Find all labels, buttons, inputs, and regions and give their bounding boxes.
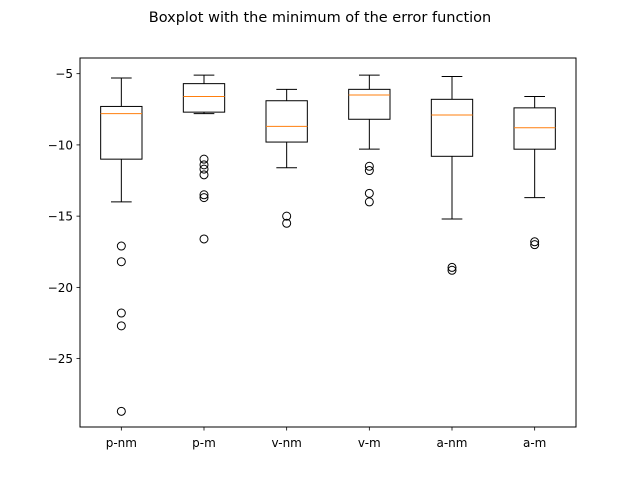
outlier-point-v-nm <box>282 218 292 228</box>
outlier-point-v-m <box>364 197 374 207</box>
y-tick-label: −15 <box>48 210 73 224</box>
outlier-point-v-m <box>364 188 374 198</box>
x-tick-label-a-m: a-m <box>523 436 546 450</box>
box-p-m <box>182 83 226 113</box>
outlier-point-p-m <box>199 190 209 200</box>
outlier-point-v-m <box>364 166 374 176</box>
outlier-point-p-nm <box>116 241 126 251</box>
outlier-point-p-nm <box>116 406 126 416</box>
box-v-nm <box>265 100 308 143</box>
box-p-nm <box>100 105 143 160</box>
outlier-point-p-m <box>199 160 209 170</box>
box-a-m <box>513 107 556 150</box>
y-tick-label: −25 <box>48 352 73 366</box>
x-tick-label-p-nm: p-nm <box>106 436 137 450</box>
x-tick-label-v-nm: v-nm <box>271 436 301 450</box>
x-tick-label-v-m: v-m <box>358 436 381 450</box>
outlier-point-v-nm <box>282 211 292 221</box>
axes-frame <box>79 57 577 428</box>
outlier-point-p-m <box>199 170 209 180</box>
y-tick-label: −10 <box>48 138 73 152</box>
outlier-point-a-m <box>530 240 540 250</box>
outlier-point-a-m <box>530 237 540 247</box>
x-tick-label-a-nm: a-nm <box>437 436 468 450</box>
outlier-point-p-m <box>199 164 209 174</box>
outlier-point-a-nm <box>447 262 457 272</box>
outlier-point-p-m <box>199 193 209 203</box>
outlier-point-p-m <box>199 234 209 244</box>
outlier-point-a-nm <box>447 265 457 275</box>
outlier-point-p-nm <box>116 308 126 318</box>
outlier-point-p-nm <box>116 321 126 331</box>
plot-area: −5 −10 −15 −20 −25 p-nm p-m v-nm v-m a-nm a-m <box>48 67 556 450</box>
y-tick-label: −20 <box>48 281 73 295</box>
box-a-nm <box>430 98 474 157</box>
outlier-point-p-m <box>199 154 209 164</box>
box-v-m <box>348 88 391 120</box>
chart-title: Boxplot with the minimum of the error fu… <box>149 10 492 26</box>
outlier-point-v-m <box>364 161 374 171</box>
outlier-point-p-nm <box>116 257 126 267</box>
y-tick-label: −5 <box>55 67 73 81</box>
x-tick-label-p-m: p-m <box>192 436 216 450</box>
